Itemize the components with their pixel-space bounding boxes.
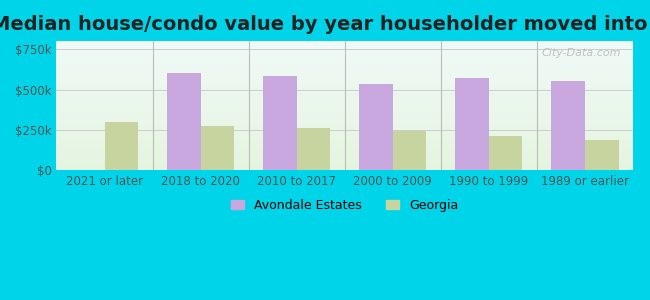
Bar	[489, 136, 523, 170]
Bar	[359, 84, 393, 170]
Bar	[296, 128, 330, 170]
Legend: Avondale Estates, Georgia: Avondale Estates, Georgia	[225, 193, 465, 218]
Bar	[201, 126, 234, 170]
Text: City-Data.com: City-Data.com	[542, 48, 621, 58]
Bar	[263, 76, 296, 170]
Bar	[393, 131, 426, 170]
Bar	[585, 140, 619, 170]
Bar	[105, 122, 138, 170]
Bar	[455, 78, 489, 170]
Bar	[551, 82, 585, 170]
Bar	[167, 74, 201, 170]
Title: Median house/condo value by year householder moved into unit: Median house/condo value by year househo…	[0, 15, 650, 34]
